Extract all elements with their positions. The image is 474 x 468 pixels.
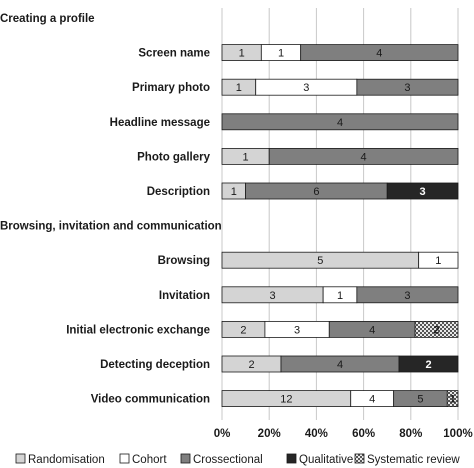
data-label: 4: [361, 151, 367, 163]
bar-segment: [221, 113, 459, 131]
x-tick-label: 100%: [443, 428, 472, 440]
data-label: 3: [294, 324, 300, 336]
legend-label: Cohort: [132, 454, 167, 466]
data-label: 3: [270, 290, 276, 302]
category-label: Browsing: [158, 255, 210, 267]
legend-label: Systematic review: [367, 454, 460, 466]
data-label: 1: [337, 290, 343, 302]
category-label: Initial electronic exchange: [66, 324, 210, 336]
category-header: Creating a profile: [0, 13, 95, 25]
category-label: Description: [147, 186, 210, 198]
legend: Randomisation Cohort Crossectional Qualitat…: [15, 453, 460, 466]
data-label: 1: [231, 186, 237, 198]
bar-segment: [386, 182, 459, 200]
data-label: 3: [404, 290, 410, 302]
data-label: 1: [239, 48, 245, 60]
data-label: 1: [236, 82, 242, 94]
category-label: Screen name: [138, 48, 210, 60]
x-tick-label: 80%: [399, 428, 422, 440]
data-label: 4: [337, 117, 343, 129]
category-labels: Creating a profile Screen name Primary pho…: [0, 13, 222, 406]
data-label: 3: [420, 186, 426, 198]
x-axis-ticks: 0% 20% 40% 60% 80% 100%: [214, 428, 473, 440]
data-label: 4: [369, 324, 375, 336]
category-label: Headline message: [110, 117, 210, 129]
bar-segment: [414, 320, 459, 338]
data-label: 1: [278, 48, 284, 60]
bar-segment: [300, 44, 459, 61]
category-header: Browsing, invitation and communication: [0, 221, 222, 233]
data-label: 12: [280, 394, 292, 406]
legend-swatch: [15, 453, 26, 464]
grid: [221, 8, 459, 420]
legend-label: Crossectional: [193, 454, 263, 466]
legend-swatch: [180, 453, 191, 464]
x-tick-label: 40%: [305, 428, 328, 440]
category-label: Video communication: [91, 394, 210, 406]
data-label: 2: [425, 359, 431, 371]
legend-label: Randomisation: [28, 454, 105, 466]
category-label: Photo gallery: [137, 151, 210, 163]
bar-segment: [268, 147, 459, 165]
data-label: 5: [417, 394, 423, 406]
x-tick-label: 0%: [214, 428, 231, 440]
x-tick-label: 60%: [352, 428, 375, 440]
data-label: 5: [317, 255, 323, 267]
data-label: 6: [313, 186, 319, 198]
bars: 1 1 4 1 3 3 4 1 4 1 6 3 5 1 3 1 3 2 3 4 2 2 4 2 12 4 5 1: [221, 44, 459, 408]
data-label: 3: [404, 82, 410, 94]
bar-segment: [446, 390, 459, 408]
data-label: 1: [243, 151, 249, 163]
category-label: Detecting deception: [100, 359, 210, 371]
legend-swatch: [119, 453, 130, 464]
data-label: 3: [303, 82, 309, 94]
legend-label: Qualitative: [299, 454, 353, 466]
x-tick-label: 20%: [258, 428, 281, 440]
data-label: 4: [337, 359, 343, 371]
bar-segment: [398, 355, 459, 373]
category-label: Primary photo: [132, 82, 210, 94]
data-label: 1: [450, 394, 456, 406]
category-label: Invitation: [159, 290, 210, 302]
legend-swatch: [286, 453, 297, 464]
bar-segment: [356, 78, 459, 96]
legend-swatch: [354, 453, 365, 464]
data-label: 4: [369, 394, 375, 406]
bar-segment: [418, 251, 459, 269]
data-label: 2: [240, 324, 246, 336]
data-label: 2: [433, 324, 439, 336]
bar-segment: [356, 286, 459, 304]
data-label: 2: [248, 359, 254, 371]
data-label: 1: [435, 255, 441, 267]
data-label: 4: [376, 48, 382, 60]
